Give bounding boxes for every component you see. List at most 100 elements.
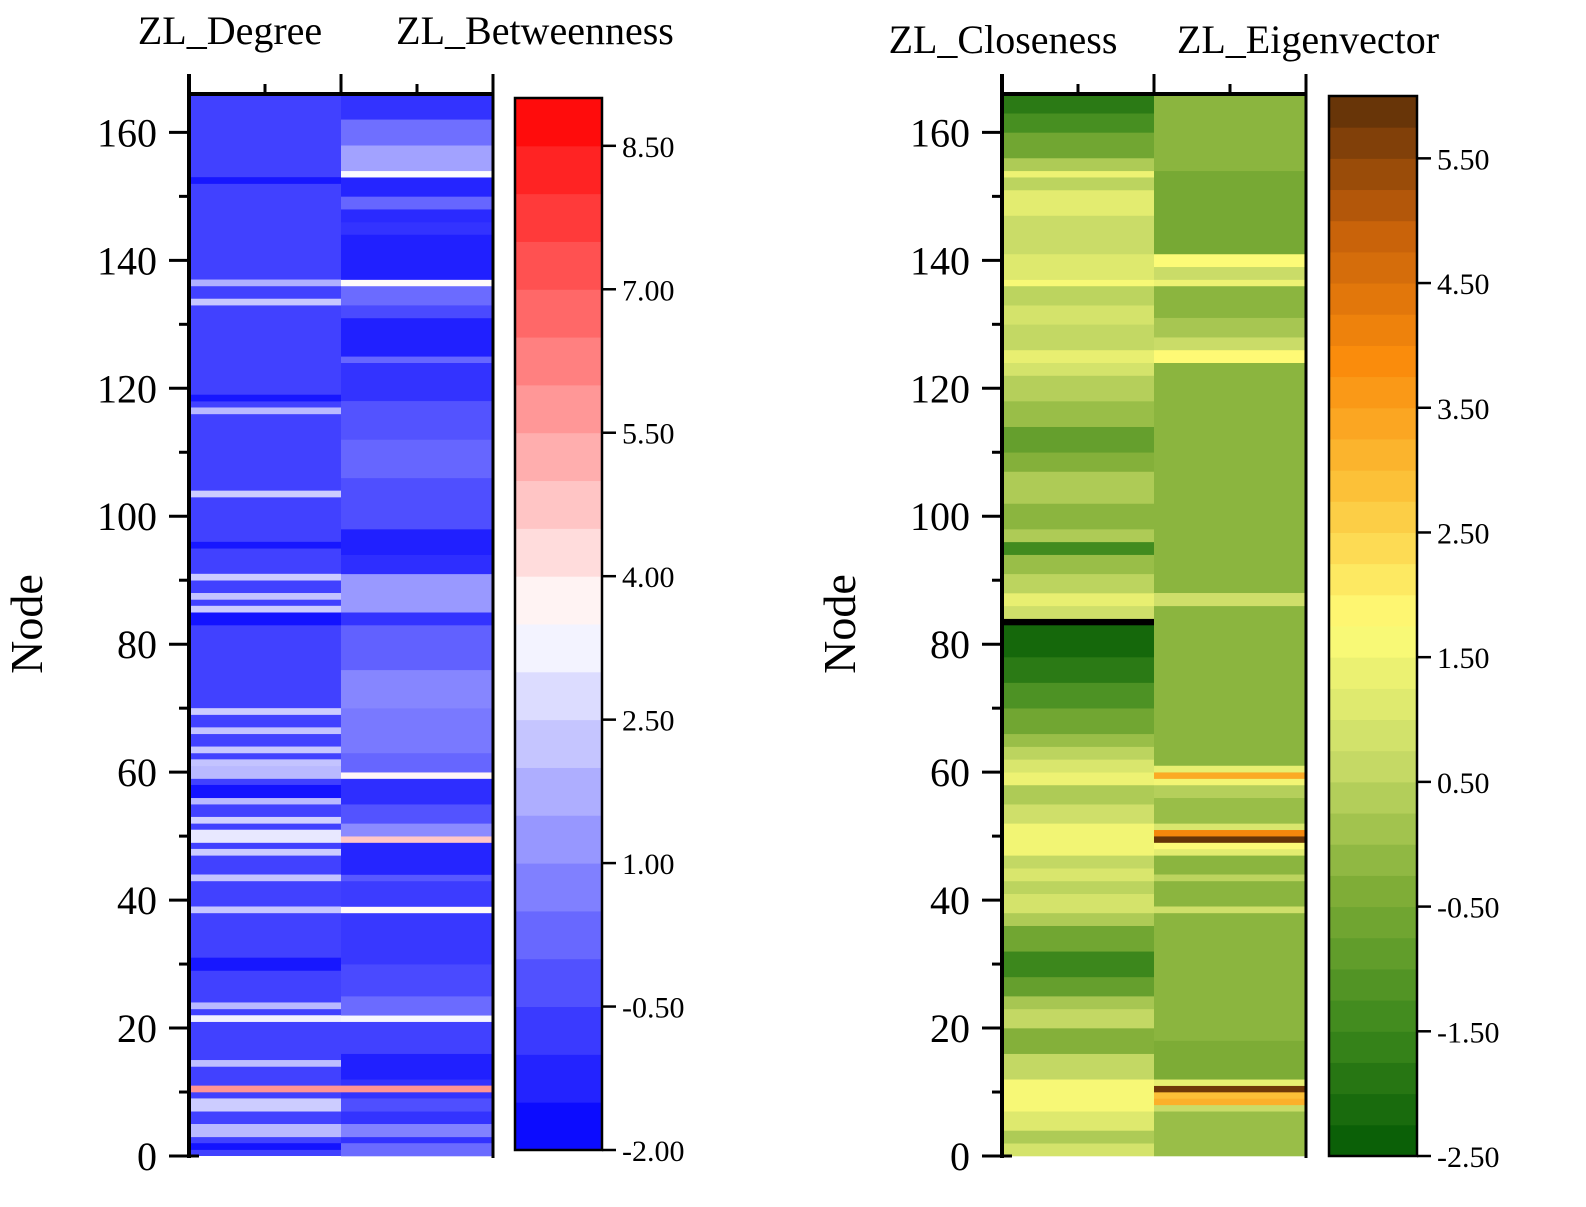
- heatmap-cell: [1002, 868, 1154, 882]
- heatmap-cell: [1002, 157, 1154, 172]
- heatmap-cell: [341, 177, 493, 197]
- heatmap-cell: [1002, 401, 1154, 427]
- heatmap-cell: [1002, 912, 1154, 926]
- colorbar-level: [1329, 563, 1417, 596]
- colorbar-level: [1329, 750, 1417, 783]
- colorbar-level: [1329, 594, 1417, 627]
- heatmap-cell: [1154, 1104, 1306, 1112]
- colorbar-frame: [1327, 94, 1419, 1158]
- y-tick-label: 80: [117, 622, 157, 667]
- heatmap-cell: [189, 727, 341, 735]
- heatmap-cell: [1154, 765, 1306, 773]
- heatmap-cell: [341, 804, 493, 824]
- colorbar-level: [515, 241, 602, 290]
- heatmap-cell: [189, 573, 341, 581]
- heatmap-cell: [189, 1002, 341, 1010]
- heatmap-cell: [1154, 337, 1306, 351]
- y-axis-title: Node: [814, 574, 865, 674]
- heatmap-cell: [1002, 605, 1154, 619]
- colorbar-tick-label: 2.50: [1437, 517, 1490, 550]
- heatmap-cell: [1002, 471, 1154, 504]
- heatmap-cell: [1002, 452, 1154, 472]
- heatmap-cell: [341, 778, 493, 805]
- heatmap-cell: [341, 119, 493, 146]
- colorbar-level: [1329, 1062, 1417, 1095]
- heatmap-cell: [1154, 797, 1306, 824]
- heatmap-cell: [189, 906, 341, 914]
- colorbar-level: [1329, 407, 1417, 440]
- column-title: ZL_Betweenness: [396, 8, 674, 53]
- heatmap-cell: [1002, 189, 1154, 216]
- heatmap-cell: [341, 529, 493, 555]
- heatmap-panel-right: ZL_Closeness ZL_Eigenvector 0 20 40 60 80 100 12…: [814, 17, 1500, 1179]
- heatmap-cell: [1002, 772, 1154, 786]
- heatmap-cell: [1154, 1092, 1306, 1099]
- heatmap-cell: [1154, 279, 1306, 287]
- heatmap-cell: [341, 912, 493, 965]
- heatmap-cell: [1154, 164, 1306, 172]
- colorbar-level: [515, 289, 602, 338]
- heatmap-cell: [1002, 1079, 1154, 1112]
- heatmap-cell: [1002, 925, 1154, 952]
- heatmap-cell: [341, 1098, 493, 1112]
- colorbar-level: [515, 1006, 602, 1055]
- heatmap-cell: [1002, 215, 1154, 255]
- colorbar-tick-label: 4.00: [622, 561, 675, 594]
- heatmap-cell: [341, 1085, 493, 1093]
- y-tick-label: 80: [930, 622, 970, 667]
- colorbar-level: [515, 863, 602, 912]
- heatmap-cell: [341, 880, 493, 907]
- heatmap-cell: [1154, 778, 1306, 786]
- heatmap-cell: [189, 541, 341, 549]
- heatmap-cell: [1002, 593, 1154, 607]
- colorbar-level: [1329, 781, 1417, 814]
- colorbar-level: [515, 528, 602, 577]
- heatmap-cell: [189, 708, 341, 715]
- heatmap-cell: [341, 669, 493, 709]
- heatmap-cell: [341, 708, 493, 754]
- heatmap-cell: [341, 1021, 493, 1054]
- heatmap-cell: [189, 1060, 341, 1067]
- colorbar-level: [515, 910, 602, 960]
- colorbar-level: [1329, 189, 1417, 222]
- colorbar-level: [1329, 1093, 1417, 1126]
- heatmap-cell: [1002, 426, 1154, 453]
- colorbar-tick-label: 7.00: [622, 274, 675, 307]
- heatmap-cell: [1002, 375, 1154, 402]
- y-tick-label: 160: [97, 110, 157, 155]
- heatmap-cell: [341, 196, 493, 210]
- colorbar-level: [515, 480, 602, 529]
- heatmap-cell: [189, 957, 341, 971]
- heatmap-cell: [1154, 829, 1306, 837]
- heatmap-cell: [1154, 349, 1306, 363]
- heatmap-cell: [341, 477, 493, 530]
- colorbar-level: [1329, 1031, 1417, 1063]
- heatmap-cell: [189, 490, 341, 498]
- colorbar-level: [515, 193, 602, 242]
- heatmap-cell: [1002, 1053, 1154, 1080]
- heatmap-cell: [341, 842, 493, 875]
- heatmap-cell: [189, 1143, 341, 1150]
- colorbar-tick-label: 5.50: [1437, 143, 1490, 176]
- colorbar-level: [1329, 906, 1417, 939]
- colorbar-level: [515, 719, 602, 768]
- heatmap-cell: [189, 593, 341, 600]
- colorbar-level: [1329, 844, 1417, 876]
- heatmap-cell: [1002, 784, 1154, 805]
- heatmap-cell: [1154, 772, 1306, 779]
- colorbar-tick-label: 1.50: [1437, 642, 1490, 675]
- heatmap-cell: [341, 1015, 493, 1022]
- heatmap-cell: [189, 1124, 341, 1138]
- colorbar-level: [1329, 1124, 1417, 1157]
- heatmap-cell: [1002, 305, 1154, 325]
- colorbar-tick-label: 0.50: [1437, 767, 1490, 800]
- heatmap-cell: [189, 279, 341, 287]
- y-tick-label: 40: [930, 878, 970, 923]
- heatmap-cell: [189, 848, 341, 856]
- heatmap-cell: [189, 784, 341, 799]
- heatmap-cell: [1002, 324, 1154, 351]
- heatmap-cell: [341, 439, 493, 479]
- heatmap-cell: [1002, 94, 1154, 114]
- y-tick-label: 160: [910, 110, 970, 155]
- colorbar-level: [1329, 937, 1417, 970]
